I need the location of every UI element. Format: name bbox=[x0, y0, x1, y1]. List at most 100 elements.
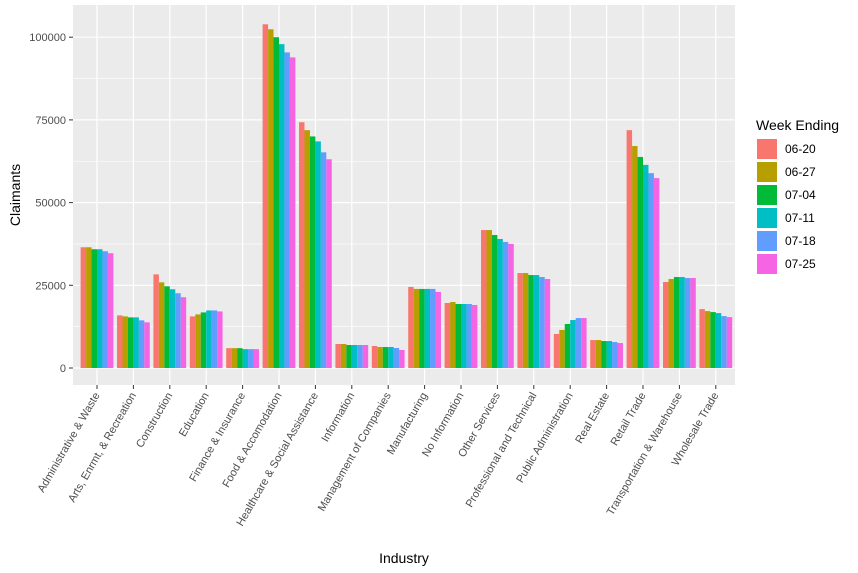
y-tick-label: 100000 bbox=[29, 32, 66, 44]
bar-07-18 bbox=[284, 52, 290, 368]
bar-07-04 bbox=[564, 324, 571, 368]
legend-label: 06-27 bbox=[785, 165, 816, 179]
bar-07-18 bbox=[211, 310, 218, 368]
bar-06-20 bbox=[408, 286, 414, 368]
bar-07-04 bbox=[637, 156, 643, 368]
x-tick-label: Management of Companies bbox=[316, 390, 394, 513]
bar-06-20 bbox=[590, 340, 596, 368]
bar-07-25 bbox=[690, 278, 696, 368]
bar-06-27 bbox=[595, 340, 602, 368]
bar-07-25 bbox=[617, 343, 623, 368]
bar-06-20 bbox=[626, 130, 633, 368]
bar-07-04 bbox=[455, 303, 461, 368]
bar-07-04 bbox=[91, 249, 97, 368]
bar-07-11 bbox=[643, 164, 649, 368]
legend-label: 07-11 bbox=[785, 211, 815, 225]
bar-06-27 bbox=[304, 130, 310, 368]
bar-06-20 bbox=[153, 274, 159, 368]
bar-07-25 bbox=[399, 349, 405, 368]
bar-06-27 bbox=[632, 146, 638, 368]
bar-06-20 bbox=[299, 122, 305, 368]
legend: Week Ending 06-20 06-27 07-04 07-11 07-18 07-… bbox=[756, 117, 839, 274]
bar-07-11 bbox=[279, 44, 285, 369]
bar-07-18 bbox=[138, 320, 145, 368]
bar-07-18 bbox=[320, 152, 327, 368]
bar-07-18 bbox=[102, 251, 108, 368]
bar-07-25 bbox=[289, 57, 296, 369]
x-tick-label: Transportation & Warehouse bbox=[605, 391, 685, 518]
bar-06-27 bbox=[231, 348, 238, 368]
x-tick-label: Education bbox=[177, 391, 212, 439]
y-axis-title: Claimants bbox=[7, 164, 23, 226]
bar-07-11 bbox=[570, 320, 576, 368]
x-tick-label: Administrative & Waste bbox=[36, 391, 103, 495]
bar-07-04 bbox=[346, 345, 352, 368]
bar-07-18 bbox=[175, 293, 181, 368]
bar-07-11 bbox=[497, 238, 503, 368]
x-axis-title: Industry bbox=[379, 550, 429, 566]
bar-06-27 bbox=[704, 311, 711, 368]
bar-07-18 bbox=[357, 345, 363, 368]
bar-07-11 bbox=[388, 346, 394, 368]
bar-07-11 bbox=[97, 249, 103, 368]
x-tick-label: Arts, Enrmt, & Recreation bbox=[66, 391, 139, 505]
bars bbox=[80, 24, 733, 369]
bar-06-20 bbox=[335, 344, 341, 368]
y-axis: 0 25000 50000 75000 100000 bbox=[29, 32, 73, 375]
bar-07-25 bbox=[326, 159, 332, 368]
legend-label: 07-04 bbox=[785, 188, 816, 202]
legend-key-07-18 bbox=[757, 231, 777, 251]
bar-07-11 bbox=[424, 288, 431, 368]
bar-06-27 bbox=[413, 288, 420, 368]
bar-07-04 bbox=[419, 288, 425, 368]
bar-07-18 bbox=[684, 278, 691, 368]
bar-07-25 bbox=[653, 178, 660, 368]
legend-key-07-25 bbox=[757, 254, 777, 274]
bar-06-20 bbox=[553, 333, 560, 368]
bar-06-20 bbox=[663, 281, 669, 368]
bar-06-20 bbox=[80, 247, 87, 368]
bar-07-11 bbox=[351, 345, 358, 368]
legend-label: 07-18 bbox=[785, 234, 816, 248]
bar-07-04 bbox=[164, 286, 170, 368]
bar-06-20 bbox=[444, 302, 451, 368]
bar-07-25 bbox=[217, 311, 223, 368]
bar-07-18 bbox=[502, 241, 509, 368]
bar-07-11 bbox=[315, 141, 321, 368]
bar-06-20 bbox=[371, 346, 378, 368]
legend-key-07-11 bbox=[757, 208, 777, 228]
bar-07-25 bbox=[544, 279, 551, 368]
bar-07-25 bbox=[362, 345, 369, 368]
y-tick-label: 50000 bbox=[35, 198, 66, 210]
bar-07-11 bbox=[533, 275, 540, 368]
bar-07-11 bbox=[169, 289, 176, 368]
bar-07-25 bbox=[471, 304, 478, 368]
bar-07-11 bbox=[715, 313, 722, 368]
bar-07-25 bbox=[180, 297, 187, 368]
x-tick-label: Information bbox=[319, 391, 357, 445]
bar-06-27 bbox=[486, 230, 492, 368]
legend-key-07-04 bbox=[757, 185, 777, 205]
bar-07-25 bbox=[435, 291, 441, 368]
bar-07-25 bbox=[508, 243, 514, 368]
legend-title: Week Ending bbox=[756, 117, 839, 133]
bar-07-18 bbox=[430, 288, 436, 368]
bar-07-04 bbox=[491, 235, 498, 368]
bar-07-18 bbox=[393, 347, 400, 368]
bar-07-04 bbox=[200, 312, 207, 368]
legend-key-06-20 bbox=[757, 139, 777, 159]
bar-07-04 bbox=[382, 346, 389, 368]
bar-07-11 bbox=[679, 277, 685, 368]
bar-07-18 bbox=[575, 318, 582, 368]
y-tick-label: 25000 bbox=[35, 280, 66, 292]
bar-07-04 bbox=[237, 348, 243, 368]
bar-06-27 bbox=[122, 316, 128, 368]
x-tick-label: Real Estate bbox=[573, 391, 612, 446]
x-tick-label: Professional and Technical bbox=[464, 391, 540, 510]
bar-07-18 bbox=[612, 342, 618, 368]
bar-06-27 bbox=[86, 247, 92, 368]
bar-07-11 bbox=[206, 310, 212, 368]
bar-07-11 bbox=[242, 349, 249, 368]
legend-label: 06-20 bbox=[785, 142, 816, 156]
